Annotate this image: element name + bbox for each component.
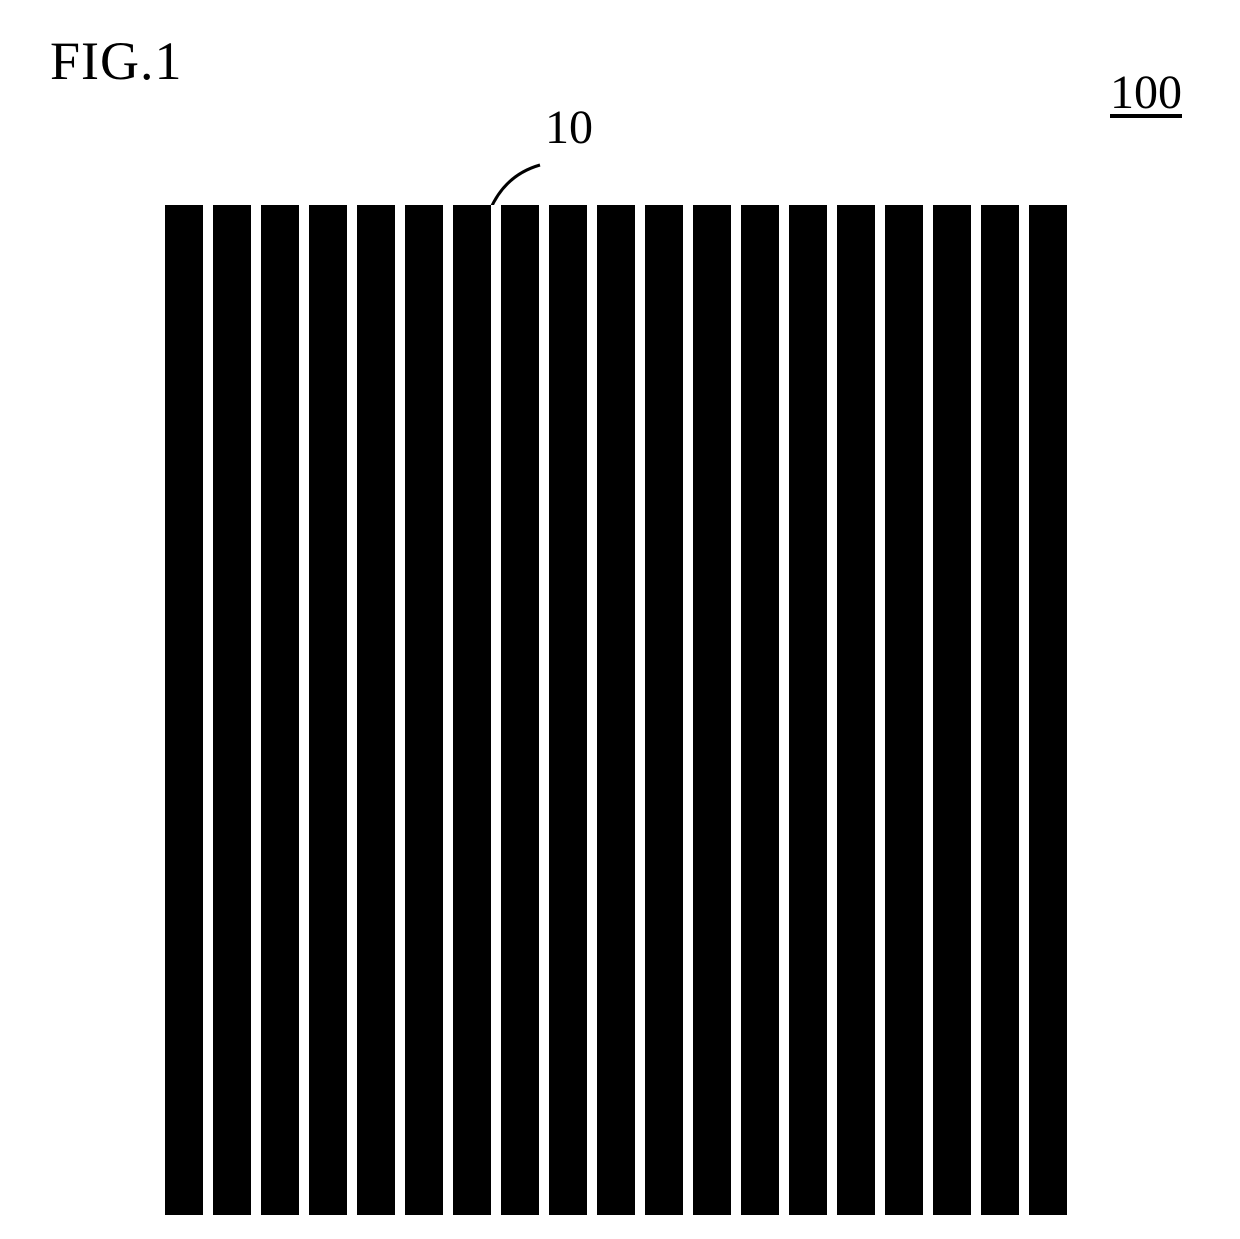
stripe: [453, 205, 491, 1215]
stripe: [1029, 205, 1067, 1215]
stripe: [789, 205, 827, 1215]
stripe: [213, 205, 251, 1215]
stripe: [837, 205, 875, 1215]
stripe: [933, 205, 971, 1215]
stripe: [645, 205, 683, 1215]
stripe: [597, 205, 635, 1215]
stripe: [981, 205, 1019, 1215]
stripe: [165, 205, 203, 1215]
stripe: [309, 205, 347, 1215]
stripe: [501, 205, 539, 1215]
stripe: [357, 205, 395, 1215]
stripe: [405, 205, 443, 1215]
leader-curve: [490, 165, 540, 210]
stripe: [693, 205, 731, 1215]
stripe: [549, 205, 587, 1215]
stripe: [885, 205, 923, 1215]
stripe: [261, 205, 299, 1215]
stripes-pattern: [165, 205, 1077, 1215]
stripe: [741, 205, 779, 1215]
